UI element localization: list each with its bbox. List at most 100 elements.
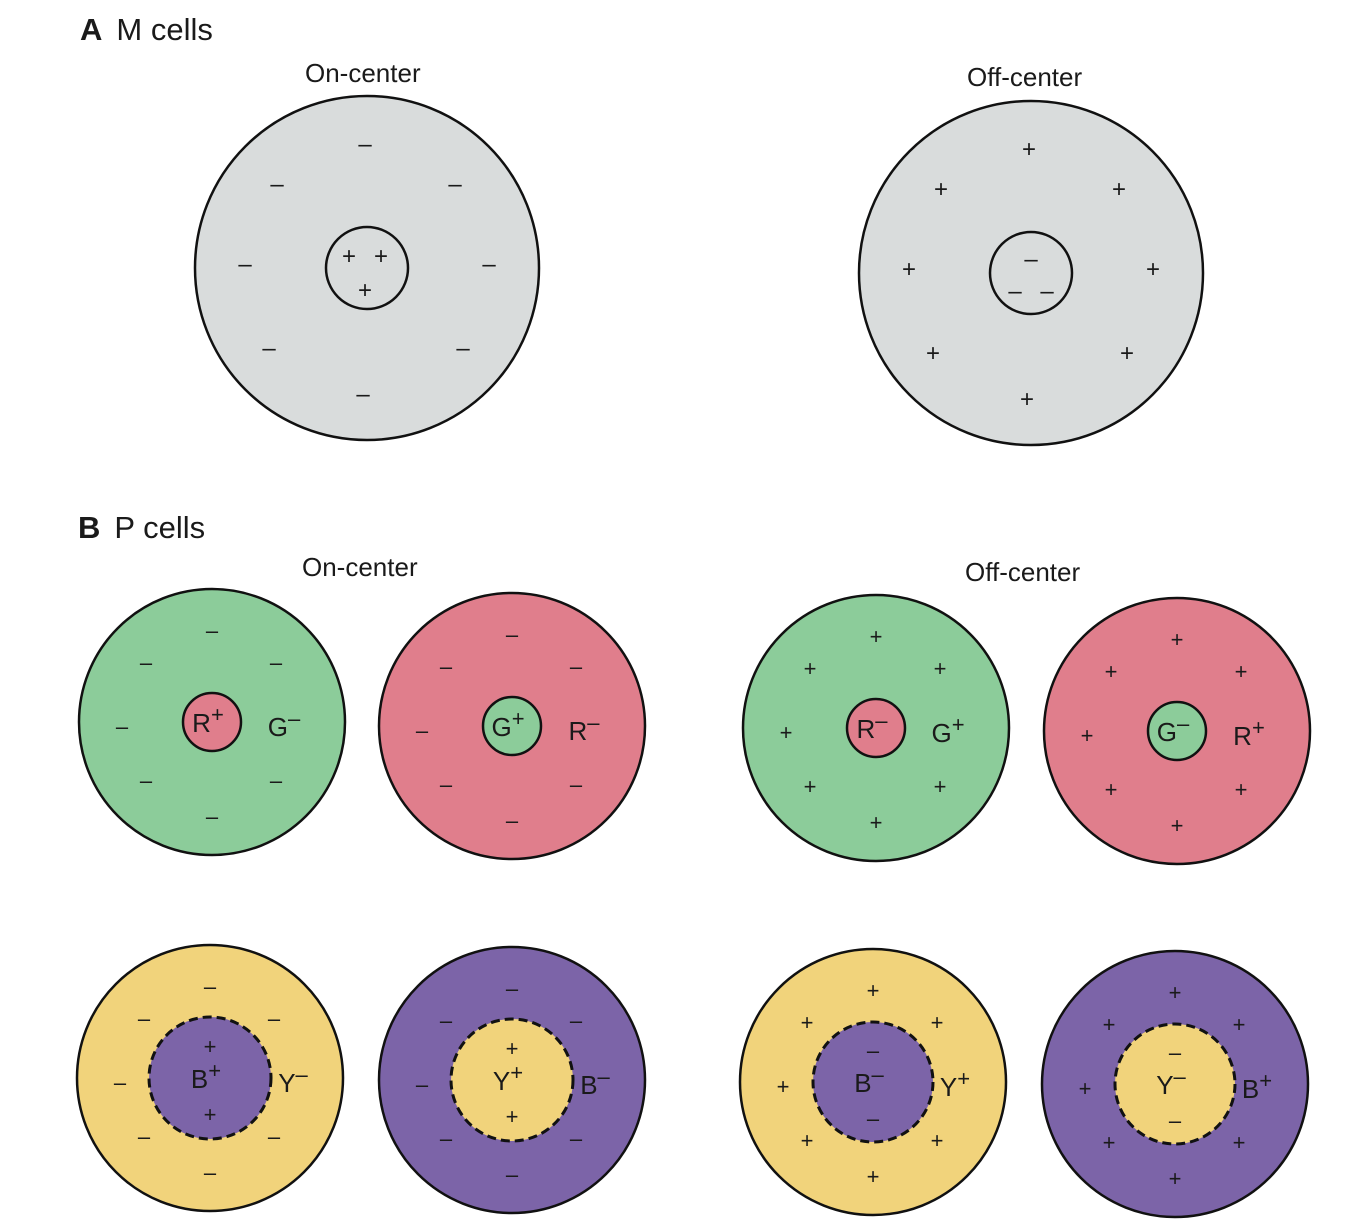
surround-sign: + (804, 656, 817, 681)
surround-sign: – (204, 1160, 217, 1185)
center-p-on-yb (449, 1017, 575, 1143)
receptive-field-m-off: + + + + + + + + –– – (857, 99, 1205, 447)
receptive-field-p-off-by: + + + + + + + B– Y+ – – (738, 947, 1008, 1217)
surround-sign: – (506, 622, 519, 647)
surround-sign: + (777, 1074, 790, 1099)
m-on-center-label: On-center (305, 58, 421, 88)
surround-sign: – (116, 714, 129, 739)
surround-sign: + (870, 810, 883, 835)
center-sign: + (342, 243, 356, 270)
center-m-off (988, 230, 1074, 316)
section-b-letter: B (78, 510, 101, 545)
center-sign: – (1169, 1040, 1182, 1065)
surround-sign: + (931, 1010, 944, 1035)
surround-sign: – (440, 772, 453, 797)
surround-sign: + (870, 624, 883, 649)
center-sign: + (506, 1104, 519, 1129)
surround-sign: – (140, 650, 153, 675)
receptive-field-p-on-by: – – – – – – – B+ Y– + + (75, 943, 345, 1213)
surround-sign: – (268, 1006, 281, 1031)
center-label: R+ (192, 702, 224, 738)
center-label: G– (1157, 711, 1190, 747)
surround-sign: – (570, 1126, 583, 1151)
receptive-field-p-off-gr: + + + + + + + G– R+ (1042, 596, 1312, 866)
surround-sign: + (1235, 659, 1248, 684)
center-sign: – (1008, 278, 1022, 305)
surround-sign: – (448, 171, 462, 198)
surround-sign: + (1120, 340, 1134, 367)
surround-sign: + (780, 720, 793, 745)
surround-sign: + (1112, 176, 1126, 203)
surround-sign: – (114, 1070, 127, 1095)
center-m-on (324, 225, 410, 311)
center-sign: + (204, 1034, 217, 1059)
surround-sign: + (926, 340, 940, 367)
section-a-letter: A (80, 12, 103, 47)
surround-sign: + (934, 176, 948, 203)
surround-label: B– (580, 1064, 610, 1100)
surround-sign: + (1233, 1012, 1246, 1037)
receptive-field-p-off-rg: + + + + + + + R– G+ (741, 593, 1011, 863)
surround-sign: + (1081, 723, 1094, 748)
center-p-on-rg (181, 691, 243, 753)
center-p-off-rg (845, 697, 907, 759)
surround-sign: – (138, 1006, 151, 1031)
surround-label: R+ (1233, 715, 1265, 751)
surround-sign: – (270, 171, 284, 198)
surround-sign: – (416, 1072, 429, 1097)
surround-sign: + (1169, 1166, 1182, 1191)
surround-sign: – (570, 654, 583, 679)
surround-sign: + (1233, 1130, 1246, 1155)
surround-sign: + (902, 256, 916, 283)
center-p-off-yb (1113, 1022, 1237, 1146)
receptive-field-p-on-yb: – – – – – – – Y+ B– + + (377, 945, 647, 1215)
surround-sign: – (270, 650, 283, 675)
surround-sign: – (482, 251, 496, 278)
surround-sign: + (801, 1010, 814, 1035)
surround-label: G+ (931, 712, 964, 748)
section-b-heading: B P cells (78, 510, 205, 546)
surround-label: G– (268, 706, 301, 742)
surround-sign: – (206, 618, 219, 643)
surround-sign: + (1103, 1130, 1116, 1155)
surround-sign: + (1235, 777, 1248, 802)
center-sign: + (358, 277, 372, 304)
surround-sign: + (1022, 136, 1036, 163)
surround-sign: + (1105, 659, 1118, 684)
surround-sign: – (204, 974, 217, 999)
surround-sign: – (270, 768, 283, 793)
surround-sign: – (506, 1162, 519, 1187)
surround-sign: + (1105, 777, 1118, 802)
surround-sign: – (440, 654, 453, 679)
center-label: G+ (491, 706, 524, 742)
surround-sign: – (358, 131, 372, 158)
surround-sign: – (140, 768, 153, 793)
surround-sign: – (506, 976, 519, 1001)
p-on-center-label: On-center (302, 552, 418, 582)
center-p-on-gr (481, 695, 543, 757)
center-sign: – (867, 1106, 880, 1131)
center-sign: – (1169, 1108, 1182, 1133)
section-a-heading: A M cells (80, 12, 213, 48)
center-sign: + (204, 1102, 217, 1127)
surround-sign: – (440, 1126, 453, 1151)
surround-sign: – (440, 1008, 453, 1033)
surround-sign: + (801, 1128, 814, 1153)
receptive-field-m-on: –– –– –– ––+ ++ (193, 94, 541, 442)
surround-sign: + (1169, 980, 1182, 1005)
surround-sign: – (416, 718, 429, 743)
surround-sign: + (934, 774, 947, 799)
section-a-title: M cells (116, 12, 213, 47)
center-label: Y+ (493, 1060, 523, 1096)
surround-label: R– (568, 710, 600, 746)
surround-sign: – (206, 804, 219, 829)
surround-label: Y– (278, 1062, 308, 1098)
surround-sign: + (1171, 813, 1184, 838)
section-b-title: P cells (114, 510, 206, 545)
surround-sign: + (934, 656, 947, 681)
surround-sign: – (570, 772, 583, 797)
p-off-center-label: Off-center (965, 557, 1081, 587)
surround-sign: + (1020, 386, 1034, 413)
center-p-off-gr (1146, 700, 1208, 762)
